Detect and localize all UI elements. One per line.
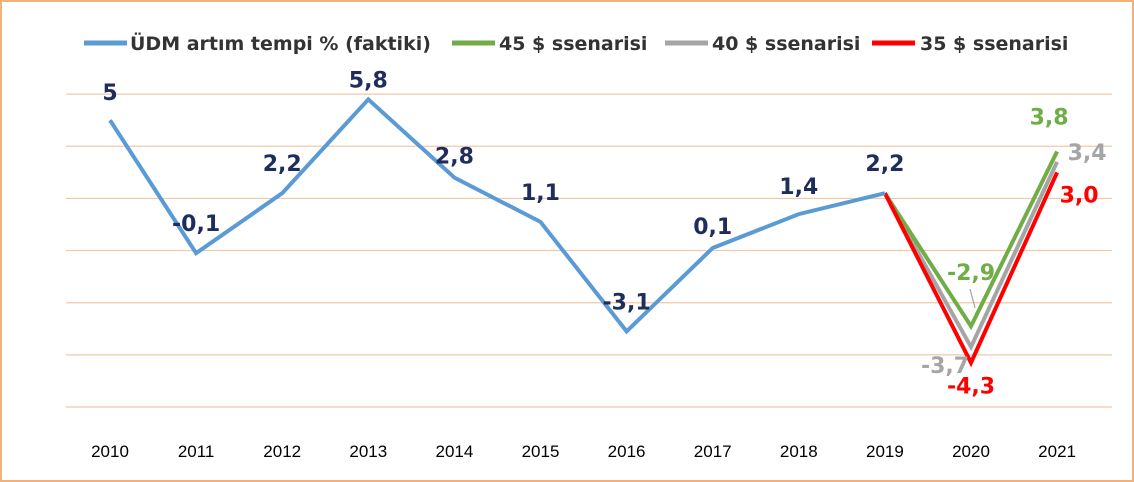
x-tick-label: 2011 (178, 442, 215, 461)
x-tick-label: 2015 (522, 442, 560, 461)
data-label: 2,2 (865, 152, 904, 177)
series-line (883, 161, 1059, 352)
data-labels: 5 -0,1 2,2 5,8 2,8 1,1 -3,1 0,1 1,4 2,2 -2,9 3,8 -3,… (102, 68, 1106, 399)
data-label: -3,7 (921, 354, 969, 379)
x-tick-label: 2012 (263, 442, 301, 461)
data-label: -4,3 (947, 375, 995, 400)
series-line (108, 96, 886, 335)
data-label: 1,4 (779, 175, 818, 200)
legend: ÜDM artım tempi % (faktiki) 45 $ ssenaris… (84, 31, 1068, 55)
x-tick-label: 2018 (780, 442, 818, 461)
x-tick-label: 2019 (866, 442, 904, 461)
legend-label: 45 $ ssenarisi (499, 33, 647, 55)
x-tick-label: 2013 (349, 442, 387, 461)
x-tick-label: 2014 (435, 442, 473, 461)
x-tick-label: 2016 (608, 442, 646, 461)
data-label: -0,1 (172, 212, 220, 237)
legend-label: ÜDM artım tempi % (faktiki) (130, 31, 431, 55)
data-label: -3,1 (603, 290, 651, 315)
legend-label: 40 $ ssenarisi (712, 33, 860, 55)
data-label: 5,8 (349, 68, 388, 93)
data-label: -2,9 (947, 261, 995, 286)
data-label: 5 (102, 81, 117, 106)
series-line (883, 150, 1059, 331)
data-label: 0,1 (693, 215, 732, 240)
data-label: 3,0 (1060, 183, 1099, 208)
x-tick-label: 2020 (952, 442, 990, 461)
gridlines (66, 93, 1112, 408)
leader-line (969, 288, 976, 309)
leader-line (1070, 157, 1081, 161)
data-label: 1,1 (521, 181, 560, 206)
series-line (883, 171, 1059, 368)
x-tick-label: 2021 (1038, 442, 1076, 461)
x-tick-label: 2017 (694, 442, 732, 461)
x-tick-label: 2010 (91, 442, 129, 461)
series-lines (108, 96, 1059, 368)
data-label: 2,2 (263, 152, 302, 177)
x-axis: 2010 2011 2012 2013 2014 2015 2016 2017 2018 2019… (91, 442, 1076, 461)
data-label: 3,8 (1030, 106, 1069, 131)
data-label: 3,4 (1068, 141, 1107, 166)
legend-label: 35 $ ssenarisi (920, 33, 1068, 55)
data-label: 2,8 (435, 145, 474, 170)
